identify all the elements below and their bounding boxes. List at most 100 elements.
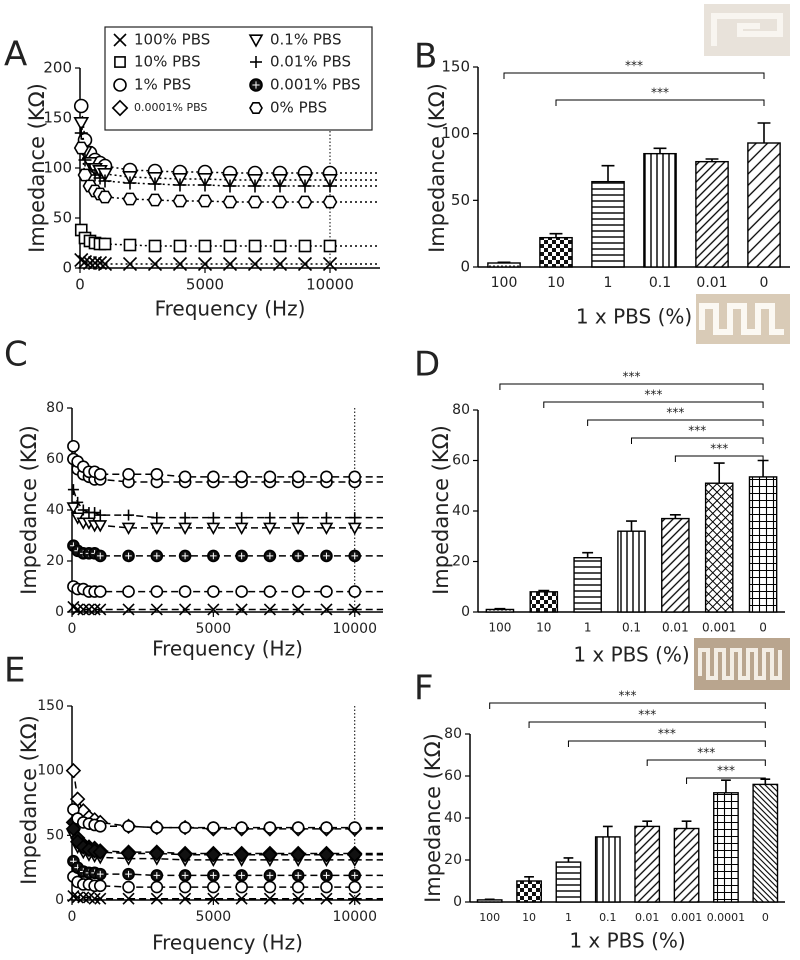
marker-shape — [178, 522, 192, 535]
panel-letter: D — [414, 345, 440, 385]
marker-stroke — [74, 252, 89, 268]
marker — [320, 869, 333, 882]
significance-label: *** — [619, 689, 637, 703]
bar — [476, 899, 503, 903]
marker — [148, 239, 162, 253]
marker — [272, 195, 288, 209]
marker — [122, 585, 135, 598]
legend-box — [104, 26, 373, 131]
marker-shape — [114, 56, 126, 68]
x-tick-label: 0.001 — [702, 621, 736, 635]
marker-shape — [298, 239, 312, 253]
marker — [235, 603, 248, 616]
marker-stroke — [351, 872, 359, 879]
legend-marker — [250, 56, 262, 68]
marker-shape — [322, 195, 338, 209]
x-axis-label: 1 x PBS (%) — [569, 929, 685, 953]
marker — [272, 256, 288, 272]
legend-label: 1% PBS — [134, 76, 191, 94]
marker-stroke — [122, 256, 138, 272]
significance-label: *** — [623, 370, 641, 384]
x-tick-label: 1 — [565, 911, 572, 924]
bar — [713, 792, 739, 903]
marker-stroke — [181, 552, 189, 560]
marker-shape — [93, 585, 107, 598]
significance-label: *** — [697, 746, 715, 760]
marker-stroke — [297, 256, 313, 272]
marker — [292, 603, 305, 616]
x-tick-label: 10000 — [332, 909, 377, 925]
y-tick-label: 0 — [62, 259, 72, 277]
marker — [65, 762, 82, 779]
marker-stroke — [67, 600, 80, 613]
marker-stroke — [82, 891, 96, 904]
panel-letter: B — [414, 37, 437, 77]
marker — [147, 256, 163, 272]
marker-shape — [149, 522, 164, 535]
error-bar — [494, 607, 506, 610]
marker — [93, 879, 107, 893]
x-tick-label: 0.01 — [662, 621, 689, 635]
marker — [233, 847, 250, 863]
marker-stroke — [153, 552, 161, 560]
panel-letter: A — [4, 35, 27, 75]
series-line — [72, 770, 355, 830]
x-tick-label: 10 — [522, 911, 536, 924]
x-tick-label: 100 — [491, 275, 518, 291]
marker — [173, 239, 187, 253]
marker-shape — [121, 522, 136, 535]
x-tick-label: 0 — [759, 621, 767, 635]
marker — [88, 892, 101, 905]
y-tick-label: 50 — [53, 209, 72, 227]
y-tick-label: 100 — [43, 159, 72, 177]
y-tick-label: 40 — [452, 503, 470, 519]
bar — [555, 861, 582, 903]
marker — [263, 880, 277, 894]
marker-stroke — [88, 603, 101, 616]
significance-label: *** — [666, 406, 684, 420]
marker-shape — [113, 78, 127, 92]
marker-shape — [323, 239, 337, 253]
y-tick-label: 150 — [37, 698, 64, 714]
marker — [93, 585, 107, 598]
marker-stroke — [320, 603, 333, 616]
electrode-photo — [696, 294, 790, 344]
marker — [222, 256, 238, 272]
significance-bracket — [631, 437, 764, 444]
marker — [77, 504, 89, 516]
marker-shape — [65, 762, 82, 779]
y-tick-label: 100 — [37, 763, 64, 779]
significance-bracket — [489, 702, 766, 709]
marker-shape — [97, 190, 113, 204]
marker — [273, 239, 287, 253]
marker-shape — [320, 585, 333, 598]
marker-shape — [149, 845, 165, 862]
marker — [348, 470, 362, 484]
marker-shape — [178, 821, 192, 834]
x-axis-label: Frequency (Hz) — [152, 931, 303, 955]
marker-shape — [93, 467, 107, 481]
marker-shape — [122, 819, 135, 833]
error-bar — [669, 513, 681, 519]
marker-shape — [120, 845, 137, 862]
marker — [71, 603, 84, 616]
marker-shape — [320, 880, 333, 894]
marker — [121, 522, 136, 535]
marker-stroke — [263, 603, 276, 616]
x-tick-label: 1 — [584, 621, 592, 635]
bar — [673, 827, 700, 903]
marker — [263, 470, 277, 484]
marker-stroke — [125, 552, 132, 560]
marker-stroke — [207, 892, 220, 905]
significance-label: *** — [638, 708, 656, 722]
legend-label: 10% PBS — [134, 53, 201, 71]
marker — [178, 821, 192, 834]
legend-label: 0.001% PBS — [270, 76, 361, 94]
error-bar — [524, 876, 534, 881]
legend-label: 100% PBS — [134, 31, 210, 49]
y-tick-label: 0 — [460, 258, 470, 276]
marker — [72, 496, 84, 508]
y-tick-label: 80 — [452, 402, 470, 418]
error-bar — [713, 462, 725, 484]
